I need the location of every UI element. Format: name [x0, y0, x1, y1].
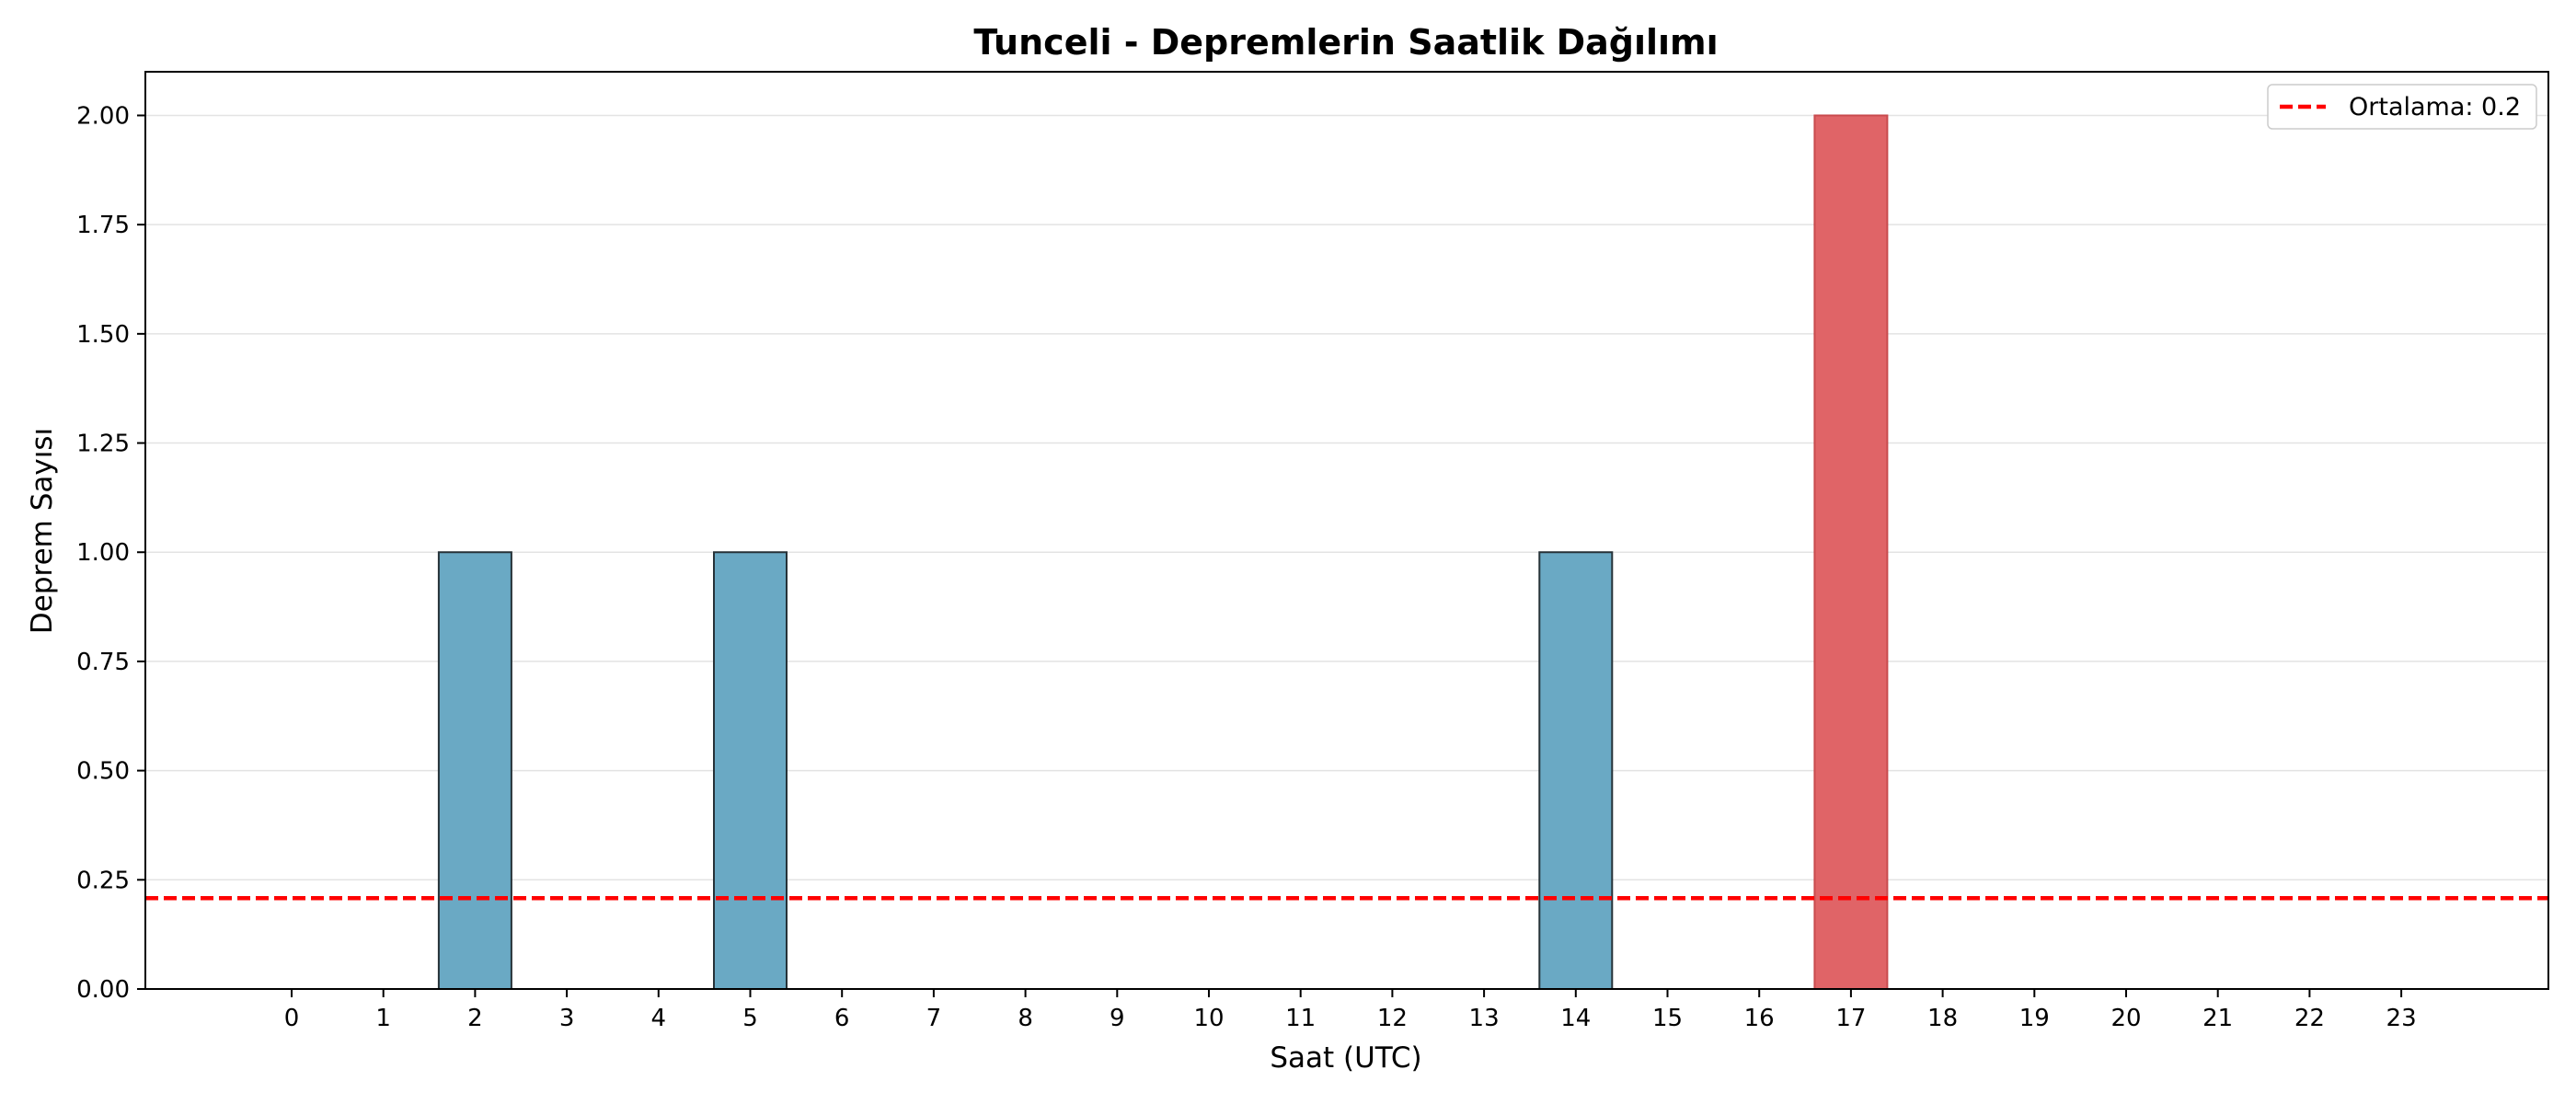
x-tick-label: 0 [284, 1005, 300, 1032]
y-tick-label: 2.00 [76, 102, 130, 130]
x-tick-label: 18 [1927, 1005, 1958, 1032]
x-tick-label: 9 [1110, 1005, 1125, 1032]
chart-title: Tunceli - Depremlerin Saatlik Dağılımı [973, 22, 1718, 63]
x-tick-label: 17 [1835, 1005, 1866, 1032]
x-tick-label: 22 [2294, 1005, 2325, 1032]
y-tick-label: 0.25 [76, 867, 130, 894]
x-tick-label: 19 [2019, 1005, 2050, 1032]
legend: Ortalama: 0.2 [2267, 84, 2537, 130]
x-tick-label: 16 [1744, 1005, 1775, 1032]
x-tick-label: 10 [1193, 1005, 1224, 1032]
y-tick-label: 1.75 [76, 212, 130, 239]
x-tick-label: 4 [651, 1005, 667, 1032]
x-tick-label: 14 [1560, 1005, 1591, 1032]
x-tick-label: 5 [742, 1005, 758, 1032]
legend-box [2267, 84, 2537, 130]
x-axis-ticks: 0 1 2 3 4 5 6 7 8 9 10 11 12 13 14 15 16 17 18 19 20 21 22 23 [284, 989, 2417, 1032]
legend-label: Ortalama: 0.2 [2349, 93, 2521, 121]
x-tick-label: 15 [1652, 1005, 1683, 1032]
plot-frame [144, 71, 2549, 990]
bars [437, 114, 1889, 990]
y-tick-label: 0.75 [76, 649, 130, 676]
x-axis-label: Saat (UTC) [1270, 1041, 1421, 1075]
x-tick-label: 6 [834, 1005, 850, 1032]
x-tick-label: 1 [375, 1005, 391, 1032]
x-tick-label: 2 [467, 1005, 483, 1032]
y-tick-label: 1.25 [76, 431, 130, 458]
y-axis-label: Deprem Sayısı [26, 428, 59, 634]
x-tick-label: 3 [559, 1005, 575, 1032]
x-tick-label: 23 [2386, 1005, 2417, 1032]
y-tick-label: 0.50 [76, 758, 130, 786]
y-axis-ticks: 0.00 0.25 0.50 0.75 1.00 1.25 1.50 1.75 2.00 [76, 102, 145, 1004]
y-tick-label: 1.00 [76, 539, 130, 567]
x-tick-label: 7 [926, 1005, 942, 1032]
y-tick-label: 0.00 [76, 976, 130, 1004]
x-tick-label: 20 [2110, 1005, 2141, 1032]
bar-hour-5 [713, 551, 788, 990]
x-tick-label: 8 [1018, 1005, 1033, 1032]
x-tick-label: 12 [1377, 1005, 1408, 1032]
bar-hour-17 [1813, 114, 1889, 990]
x-tick-label: 11 [1285, 1005, 1316, 1032]
y-tick-label: 1.50 [76, 321, 130, 349]
x-tick-label: 21 [2202, 1005, 2233, 1032]
bar-hour-2 [437, 551, 512, 990]
bar-hour-14 [1538, 551, 1614, 990]
x-tick-label: 13 [1469, 1005, 1500, 1032]
